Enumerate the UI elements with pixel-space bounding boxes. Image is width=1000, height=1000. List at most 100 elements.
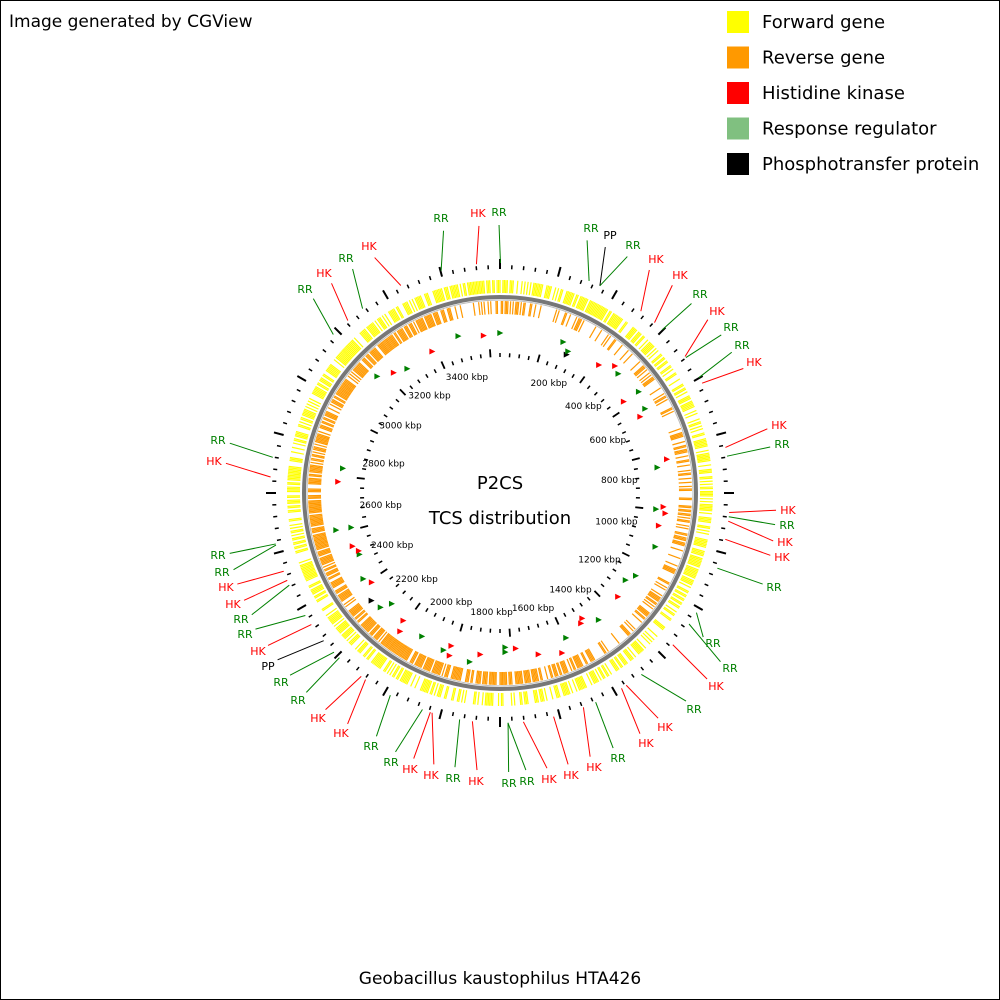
- forward-gene: [694, 445, 708, 450]
- forward-gene: [688, 559, 701, 566]
- feature-label: RR: [297, 283, 313, 296]
- reverse-gene: [357, 363, 369, 373]
- outer-tick: [590, 284, 594, 289]
- reverse-gene: [678, 477, 692, 480]
- reverse-gene: [670, 435, 684, 441]
- forward-gene: [634, 640, 645, 651]
- forward-gene: [295, 430, 309, 436]
- forward-gene: [287, 510, 301, 513]
- reverse-gene: [421, 317, 428, 330]
- forward-gene: [561, 683, 567, 696]
- feature-label: HK: [218, 581, 234, 594]
- forward-gene: [290, 451, 304, 455]
- forward-gene: [633, 641, 643, 652]
- reverse-gene: [643, 598, 655, 608]
- reverse-gene: [339, 591, 352, 600]
- reverse-gene: [454, 666, 459, 680]
- forward-gene: [386, 662, 395, 674]
- forward-gene: [370, 651, 380, 664]
- forward-gene: [287, 473, 301, 476]
- forward-gene: [366, 648, 376, 660]
- reverse-gene: [677, 513, 691, 517]
- forward-gene: [287, 474, 301, 477]
- reverse-gene: [330, 577, 343, 585]
- caption: Geobacillus kaustophilus HTA426: [359, 969, 641, 989]
- reverse-gene: [353, 368, 365, 378]
- forward-gene: [312, 587, 325, 595]
- forward-gene: [601, 664, 610, 677]
- reverse-gene: [436, 661, 442, 675]
- forward-gene: [289, 458, 303, 462]
- forward-gene: [344, 346, 355, 357]
- forward-gene: [656, 360, 668, 370]
- reverse-gene: [418, 318, 426, 331]
- forward-gene: [305, 573, 318, 581]
- forward-gene: [674, 588, 687, 597]
- forward-gene: [613, 317, 623, 330]
- forward-gene: [543, 285, 548, 299]
- inner-tick: [409, 596, 414, 601]
- forward-gene: [698, 464, 712, 468]
- reverse-gene: [677, 469, 691, 473]
- reverse-gene: [311, 525, 325, 530]
- reverse-gene: [676, 523, 690, 527]
- feature-callout: [225, 462, 271, 478]
- reverse-gene: [475, 670, 479, 684]
- outer-tick: [273, 550, 284, 555]
- reverse-gene: [311, 528, 325, 533]
- reverse-gene: [329, 403, 342, 411]
- inner-tick: [479, 627, 482, 632]
- outer-tick: [601, 692, 605, 697]
- reverse-gene: [394, 332, 403, 344]
- reverse-gene: [310, 521, 324, 525]
- forward-gene: [303, 571, 317, 578]
- forward-gene: [532, 690, 537, 704]
- feature-marker: [637, 413, 644, 420]
- forward-gene: [402, 670, 410, 683]
- inner-tick: [361, 515, 367, 519]
- reverse-gene: [559, 661, 565, 675]
- reverse-gene: [491, 671, 494, 685]
- forward-gene: [562, 290, 568, 304]
- reverse-gene: [537, 667, 542, 681]
- reverse-gene: [464, 668, 469, 682]
- forward-gene: [545, 285, 550, 299]
- reverse-gene: [349, 373, 361, 383]
- inner-tick: [366, 534, 371, 537]
- reverse-gene: [333, 396, 346, 405]
- forward-gene: [437, 288, 443, 302]
- reverse-gene: [412, 321, 420, 334]
- forward-gene: [543, 687, 548, 701]
- forward-gene: [549, 686, 554, 700]
- forward-gene: [663, 607, 675, 617]
- outer-tick: [534, 267, 537, 272]
- reverse-gene: [310, 522, 324, 526]
- forward-gene: [685, 412, 698, 419]
- forward-gene: [571, 294, 578, 307]
- forward-gene: [471, 281, 475, 295]
- forward-gene: [357, 641, 367, 652]
- reverse-gene: [372, 349, 382, 360]
- reverse-gene: [535, 668, 540, 682]
- forward-gene: [520, 691, 523, 705]
- reverse-gene: [552, 663, 558, 677]
- forward-gene: [287, 481, 301, 484]
- reverse-gene: [327, 572, 340, 579]
- feature-label: RR: [734, 339, 750, 352]
- forward-gene: [681, 403, 694, 410]
- forward-gene: [663, 606, 676, 616]
- forward-gene: [330, 614, 342, 624]
- feature-label: HK: [310, 712, 326, 725]
- reverse-gene: [366, 621, 377, 632]
- forward-gene: [363, 328, 373, 340]
- feature-marker: [446, 652, 453, 659]
- forward-gene: [349, 634, 360, 645]
- reverse-gene: [363, 357, 374, 368]
- forward-gene: [389, 310, 397, 323]
- reverse-gene: [365, 620, 376, 631]
- inner-tick: [617, 560, 622, 564]
- forward-gene: [474, 691, 477, 705]
- outer-tick: [406, 284, 410, 289]
- reverse-gene: [362, 358, 373, 369]
- scale-label: 800 kbp: [601, 476, 638, 486]
